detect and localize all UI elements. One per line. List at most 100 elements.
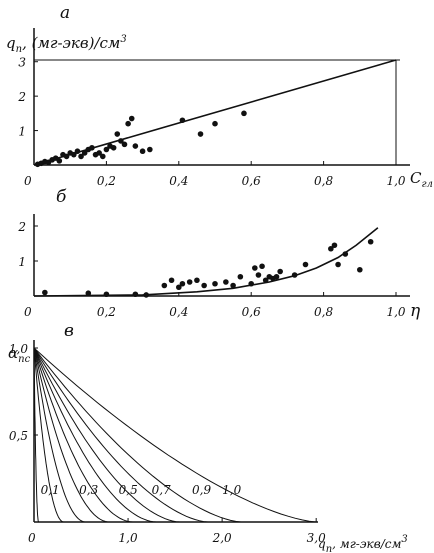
- panel-a-x-tick-label: 0,2: [97, 174, 116, 188]
- panel-b-data-point: [194, 277, 200, 284]
- panel-b-y-tick-label: 1: [18, 255, 26, 269]
- panel-c-curve: [33, 347, 317, 523]
- panel-b-x-tick-label: 0,4: [169, 305, 188, 319]
- panel-b-data-point: [212, 280, 218, 287]
- panel-b-x-axis-label: η: [410, 301, 421, 321]
- panel-b-data-point: [186, 279, 193, 285]
- panel-a-data-point: [125, 120, 131, 127]
- panel-c-curve: [33, 347, 133, 523]
- panel-b-data-point: [85, 290, 92, 297]
- panel-b-label: б: [56, 187, 67, 207]
- panel-a-data-point: [96, 150, 102, 156]
- panel-b-data-point: [342, 251, 349, 257]
- panel-c-curve-label: 0,9: [192, 483, 211, 497]
- panel-b-data-point: [248, 280, 254, 287]
- panel-b-x-tick-label: 1,0: [386, 305, 405, 319]
- panel-c-y-axis-label: αпс: [8, 344, 31, 365]
- panel-a-y-tick-label: 2: [17, 90, 26, 104]
- panel-b-data-point: [168, 277, 175, 284]
- panel-c-curve: [33, 347, 40, 523]
- panel-a-data-point: [241, 110, 247, 117]
- panel-b-data-point: [223, 279, 229, 285]
- panel-a-data-point: [212, 120, 218, 127]
- panel-a-data-point: [110, 144, 117, 151]
- panel-b-data-point: [176, 284, 182, 291]
- panel-c-curve-label: 0,7: [152, 483, 171, 497]
- panel-c-y-tick-label: 1,0: [9, 342, 28, 356]
- panel-c-x-tick-label: 2,0: [212, 531, 232, 545]
- panel-b-data-point: [237, 273, 244, 280]
- panel-b-data-point: [331, 242, 338, 249]
- panel-c-curve-label: 0,5: [119, 483, 138, 497]
- panel-a-y-tick-label: 1: [18, 125, 26, 139]
- panel-a-data-point: [179, 117, 186, 124]
- panel-b-fit-curve: [33, 227, 379, 297]
- panel-a-label: а: [60, 3, 70, 23]
- panel-c-curve: [33, 347, 65, 523]
- panel-b-data-point: [357, 266, 363, 273]
- panel-a-data-point: [103, 146, 110, 153]
- panel-a-y-axis-label: qп, (мг-экв)/см3: [6, 34, 127, 55]
- panel-c-x-tick-label: 1,0: [119, 531, 138, 545]
- panel-c-curve: [33, 347, 157, 523]
- panel-b-data-point: [259, 263, 265, 270]
- panel-a-data-point: [139, 148, 146, 155]
- panel-a-x-tick-label: 0,4: [169, 174, 188, 188]
- panel-b-data-point: [103, 291, 110, 298]
- panel-b-data-point: [143, 292, 150, 298]
- panel-a-x-tick-label: 1,0: [386, 174, 405, 188]
- panel-c-curve-label: 0,3: [79, 483, 98, 497]
- panel-b-data-point: [328, 245, 334, 252]
- panel-b-data-point: [302, 261, 309, 268]
- panel-b-x-tick-label: 0,8: [314, 305, 333, 319]
- panel-a-data-point: [71, 151, 77, 158]
- panel-b-data-point: [335, 261, 341, 268]
- panel-b-data-point: [179, 280, 186, 287]
- panel-a-x-axis-label: Cгл: [410, 169, 433, 190]
- panel-c-y-tick-label: 0,5: [9, 429, 28, 443]
- panel-c-curve: [33, 347, 209, 523]
- panel-c-label: в: [64, 321, 74, 341]
- panel-a-data-point: [118, 138, 124, 144]
- panel-a-data-point: [56, 158, 63, 164]
- panel-a-y-tick-label: 3: [18, 56, 26, 70]
- panel-a-data-point: [81, 150, 88, 156]
- panel-b-data-point: [42, 289, 48, 296]
- panel-b-data-point: [161, 282, 168, 289]
- panel-c-curve-label: 0,1: [41, 483, 60, 497]
- panel-a-data-point: [78, 153, 84, 160]
- panel-a-data-point: [89, 144, 95, 151]
- panel-a-data-point: [63, 153, 70, 160]
- panel-c-x-tick-label: 0: [28, 531, 36, 545]
- panel-b-y-tick-label: 2: [17, 220, 26, 234]
- panel-a-data-point: [197, 131, 204, 137]
- panel-c-x-axis-label: qп, мг-экв/см3: [318, 534, 408, 553]
- panel-b-data-point: [230, 282, 236, 289]
- panel-a-x-tick-label: 0,6: [242, 174, 261, 188]
- panel-c-x-tick-label: 3,0: [307, 531, 326, 545]
- panel-b-data-point: [255, 272, 262, 278]
- panel-b-data-point: [252, 265, 258, 271]
- panel-a-data-point: [128, 115, 135, 122]
- panel-b-data-point: [277, 268, 283, 275]
- panel-c-curve-label: 1,0: [222, 483, 241, 497]
- panel-b-data-point: [273, 273, 280, 280]
- panel-b-x-tick-label: 0,6: [242, 305, 261, 319]
- panel-b-data-point: [132, 291, 139, 298]
- panel-a-data-point: [74, 148, 81, 155]
- panel-c-curve: [33, 347, 110, 523]
- panel-c-curve: [33, 347, 180, 523]
- panel-b-x-tick-label: 0,2: [97, 305, 116, 319]
- panel-b-data-point: [262, 277, 269, 284]
- panel-a-data-point: [121, 141, 128, 148]
- panel-a-data-point: [99, 153, 106, 160]
- panel-a-data-point: [132, 143, 139, 149]
- panel-b-data-point: [201, 282, 207, 289]
- panel-a-data-point: [114, 131, 121, 137]
- panel-b-data-point: [291, 272, 298, 278]
- panel-b-x-tick-label: 0: [24, 305, 32, 319]
- panel-c-curve: [33, 347, 241, 523]
- panel-a-data-point: [147, 146, 153, 153]
- panel-c-curve: [33, 347, 86, 523]
